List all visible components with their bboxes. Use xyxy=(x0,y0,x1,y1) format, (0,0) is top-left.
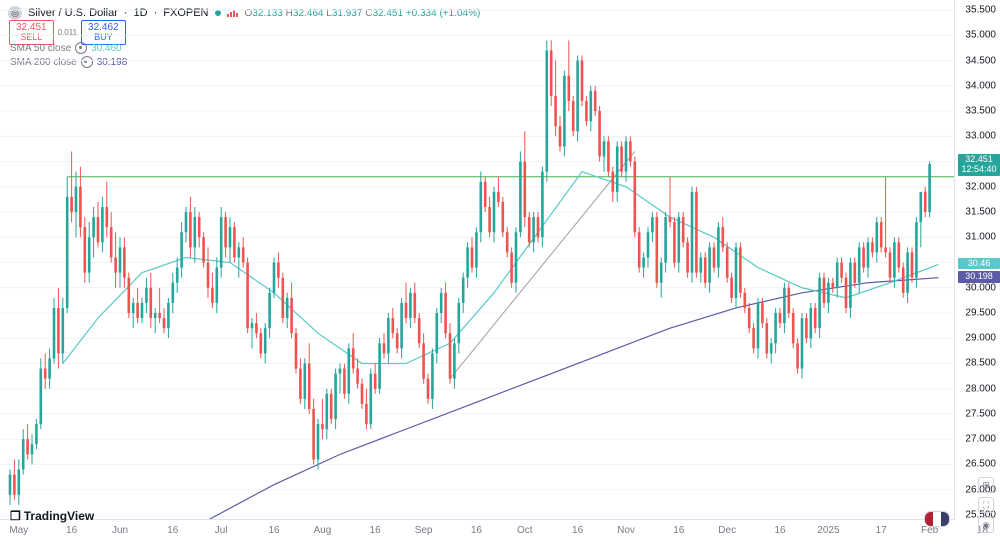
country-flags-icon[interactable] xyxy=(924,511,950,527)
tv-logo-icon: ❒ xyxy=(10,509,21,523)
camera-icon[interactable]: ◉ xyxy=(978,517,994,533)
fullscreen-icon[interactable]: ⛶ xyxy=(978,497,994,513)
settings-icon[interactable]: ⊞ xyxy=(978,477,994,493)
price-chart[interactable] xyxy=(0,0,955,520)
tradingview-watermark: ❒ TradingView xyxy=(10,509,94,523)
last-price-tag: 32.45112:54:40 xyxy=(958,154,1000,176)
sma200-tag: 30.198 xyxy=(958,271,1000,283)
x-axis-labels: May16Jun16Jul16Aug16Sep16Oct16Nov16Dec16… xyxy=(0,525,955,543)
sma50-tag: 30.46 xyxy=(958,258,1000,270)
